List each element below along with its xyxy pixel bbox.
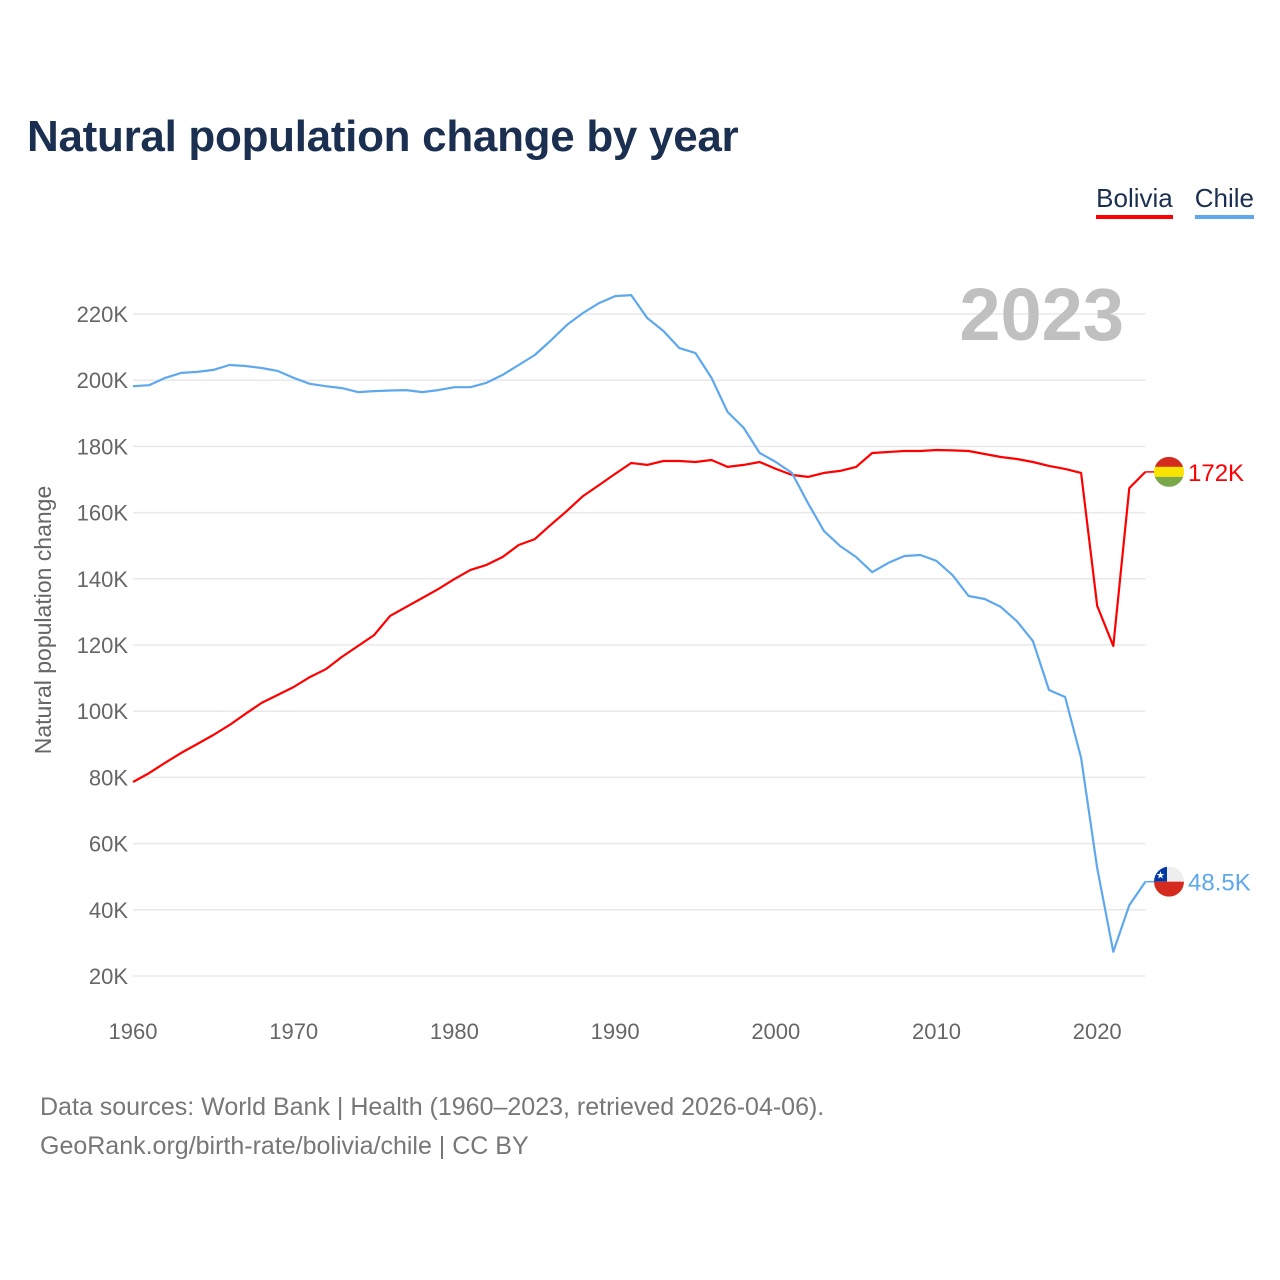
legend: Bolivia Chile [1096,183,1254,219]
y-tick-label: 180K [77,434,129,459]
bolivia-flag-icon [1154,456,1184,487]
end-value-label-chile: 48.5K [1188,870,1251,897]
y-tick-label: 100K [77,699,129,724]
y-axis-title: Natural population change [30,486,56,755]
y-tick-label: 120K [77,633,129,658]
y-tick-label: 80K [89,765,128,790]
x-tick-label: 1960 [109,1019,158,1044]
chile-flag-icon: ★ [1154,866,1184,897]
y-tick-label: 200K [77,368,129,393]
y-tick-label: 160K [77,501,129,526]
y-tick-label: 140K [77,567,129,592]
x-tick-label: 2000 [751,1019,800,1044]
y-tick-label: 20K [89,964,128,989]
x-tick-label: 1970 [269,1019,318,1044]
chart-title: Natural population change by year [27,112,739,161]
end-value-label-bolivia: 172K [1188,460,1244,487]
source-note: Data sources: World Bank | Health (1960–… [40,1088,824,1166]
x-tick-label: 2020 [1073,1019,1122,1044]
x-tick-label: 1990 [591,1019,640,1044]
year-label: 2023 [959,273,1124,356]
source-line-2[interactable]: GeoRank.org/birth-rate/bolivia/chile | C… [40,1132,529,1160]
source-line-1: Data sources: World Bank | Health (1960–… [40,1093,825,1121]
series-line-chile [132,294,1147,953]
series-line-bolivia [132,448,1147,783]
legend-item-bolivia[interactable]: Bolivia [1096,183,1173,219]
x-tick-label: 1980 [430,1019,479,1044]
legend-item-chile[interactable]: Chile [1194,183,1254,219]
y-tick-label: 60K [89,832,128,857]
svg-text:★: ★ [1156,871,1165,882]
y-tick-label: 40K [89,898,128,923]
y-tick-label: 220K [77,302,129,327]
x-tick-label: 2010 [912,1019,961,1044]
